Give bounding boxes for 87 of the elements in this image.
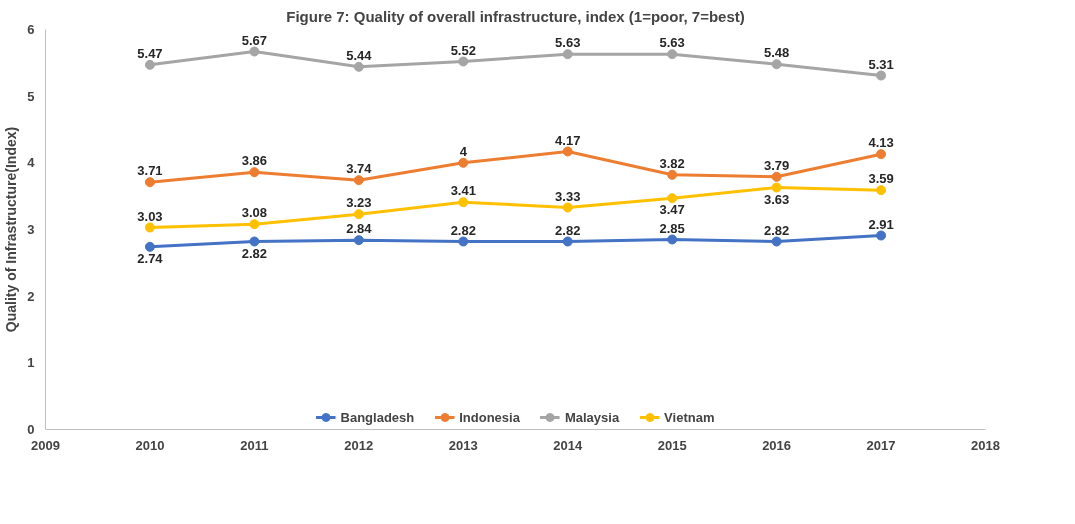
- point: [144, 177, 155, 188]
- data-label: 3.82: [659, 155, 685, 171]
- point: [562, 146, 573, 157]
- point: [771, 171, 782, 182]
- legend-label: Malaysia: [564, 409, 620, 425]
- point: [876, 230, 887, 241]
- point: [353, 61, 364, 72]
- point: [562, 202, 573, 213]
- data-label: 2.82: [241, 245, 268, 261]
- data-label: 3.03: [137, 208, 163, 224]
- x-tick-label: 2009: [31, 437, 60, 453]
- point: [458, 236, 469, 247]
- point: [562, 49, 573, 60]
- data-label: 3.33: [555, 188, 581, 204]
- legend-label: Vietnam: [664, 409, 715, 425]
- point: [353, 175, 364, 186]
- data-label: 3.47: [659, 202, 685, 218]
- x-tick-label: 2011: [240, 437, 269, 453]
- y-tick-label: 6: [27, 22, 35, 37]
- point: [876, 70, 887, 81]
- point: [876, 185, 887, 196]
- data-label: 3.71: [137, 163, 163, 179]
- x-tick-label: 2016: [762, 437, 792, 453]
- data-label: 5.52: [450, 42, 476, 58]
- data-label: 3.41: [450, 183, 476, 199]
- data-label: 2.91: [868, 216, 894, 232]
- x-tick-label: 2015: [657, 437, 687, 453]
- point: [144, 59, 155, 70]
- data-label: 5.44: [346, 47, 373, 63]
- y-tick-label: 2: [27, 288, 35, 304]
- data-label: 5.63: [555, 35, 581, 51]
- data-label: 5.31: [868, 56, 894, 72]
- point: [562, 236, 573, 247]
- x-tick-label: 2017: [866, 437, 896, 453]
- data-label: 5.63: [659, 35, 685, 51]
- legend-label: Bangladesh: [340, 409, 415, 425]
- data-label: 3.59: [868, 171, 894, 187]
- data-label: 3.63: [763, 191, 790, 207]
- data-label: 5.67: [241, 32, 268, 48]
- x-tick-label: 2012: [344, 437, 374, 453]
- data-label: 3.74: [346, 161, 373, 177]
- data-label: 2.84: [346, 221, 373, 237]
- y-axis-title: Quality of Infrastructure(Index): [3, 126, 20, 333]
- point: [771, 59, 782, 70]
- point: [771, 182, 782, 193]
- y-tick-label: 5: [27, 88, 35, 104]
- x-tick-label: 2018: [971, 437, 1000, 453]
- y-tick-label: 1: [27, 355, 35, 371]
- x-tick-label: 2010: [135, 437, 165, 453]
- data-label: 2.82: [763, 222, 790, 238]
- point: [458, 56, 469, 67]
- data-label: 2.74: [137, 250, 164, 266]
- data-label: 3.86: [241, 153, 268, 169]
- point: [458, 157, 469, 168]
- point: [249, 167, 260, 178]
- data-label: 3.08: [241, 205, 268, 221]
- point: [458, 197, 469, 208]
- point: [353, 235, 364, 246]
- legend-label: Indonesia: [459, 409, 520, 425]
- x-tick-label: 2013: [448, 437, 478, 453]
- point: [667, 49, 678, 60]
- point: [771, 236, 782, 247]
- chart-title: Figure 7: Quality of overall infrastructure, index (1=poor, 7=best): [286, 7, 745, 25]
- point: [144, 222, 155, 233]
- data-label: 2.82: [555, 222, 581, 238]
- data-label: 5.48: [763, 45, 790, 61]
- data-label: 2.82: [450, 222, 476, 238]
- point: [249, 236, 260, 247]
- data-label: 5.47: [137, 45, 163, 61]
- y-tick-label: 0: [27, 422, 35, 437]
- point: [144, 241, 155, 252]
- point: [876, 149, 887, 160]
- y-tick-label: 3: [27, 222, 35, 237]
- data-label: 4.13: [868, 135, 894, 151]
- x-tick-label: 2014: [553, 437, 583, 453]
- data-label: 3.79: [763, 157, 790, 173]
- point: [667, 193, 678, 204]
- point: [353, 209, 364, 220]
- data-label: 4.17: [555, 132, 581, 148]
- data-label: 2.85: [659, 220, 685, 236]
- data-label: 3.23: [346, 195, 372, 211]
- point: [667, 234, 678, 245]
- point: [249, 46, 260, 57]
- point: [249, 219, 260, 230]
- data-label: 4: [459, 143, 468, 159]
- y-tick-label: 4: [27, 155, 36, 171]
- point: [667, 169, 678, 180]
